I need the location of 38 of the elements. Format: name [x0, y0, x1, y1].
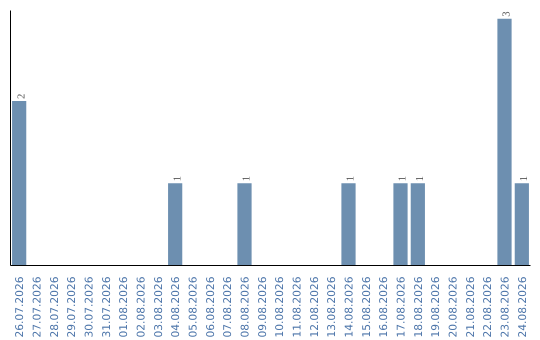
x-tick-label: 21.08.2026 — [464, 276, 477, 338]
x-tick-label: 23.08.2026 — [498, 276, 512, 338]
x-tick-label: 22.08.2026 — [481, 276, 494, 338]
data-label: 1 — [346, 176, 357, 182]
x-tick-label: 12.08.2026 — [308, 276, 321, 338]
x-tick-label: 01.08.2026 — [117, 276, 130, 338]
data-label: 3 — [502, 11, 513, 17]
x-tick-label: 27.07.2026 — [30, 276, 44, 338]
data-label: 1 — [398, 176, 409, 182]
data-label: 2 — [16, 94, 28, 99]
x-tick-label: 17.08.2026 — [394, 276, 408, 338]
x-tick-label: 09.08.2026 — [256, 276, 269, 338]
x-tick-label: 26.07.2026 — [13, 276, 26, 338]
x-tick-label: 19.08.2026 — [429, 276, 442, 338]
data-label: 1 — [415, 176, 426, 182]
x-tick-label: 18.08.2026 — [412, 276, 425, 338]
x-tick-label: 07.08.2026 — [221, 276, 234, 338]
x-tick-label: 28.07.2026 — [48, 276, 61, 338]
x-tick-label: 11.08.2026 — [290, 276, 304, 338]
x-tick-label: 10.08.2026 — [273, 276, 286, 338]
x-tick-label: 05.08.2026 — [186, 276, 200, 338]
x-tick-label: 29.07.2026 — [65, 276, 78, 338]
x-tick-label: 24.08.2026 — [516, 276, 529, 338]
x-tick-label: 20.08.2026 — [446, 276, 460, 338]
x-tick-label: 08.08.2026 — [238, 276, 252, 338]
x-tick-label: 06.08.2026 — [204, 276, 217, 338]
data-label: 1 — [172, 176, 184, 182]
x-tick-label: 30.07.2026 — [82, 276, 96, 338]
x-tick-label: 04.08.2026 — [169, 276, 182, 338]
x-tick-label: 16.08.2026 — [377, 276, 390, 338]
x-tick-label: 02.08.2026 — [134, 276, 148, 338]
x-tick-label: 31.07.2026 — [100, 276, 113, 338]
x-tick-label: 03.08.2026 — [152, 276, 165, 338]
data-label: 1 — [242, 176, 253, 182]
x-tick-label: 14.08.2026 — [342, 276, 356, 338]
x-tick-label: 15.08.2026 — [360, 276, 373, 338]
data-label: 1 — [519, 176, 530, 182]
x-tick-label: 13.08.2026 — [325, 276, 338, 338]
